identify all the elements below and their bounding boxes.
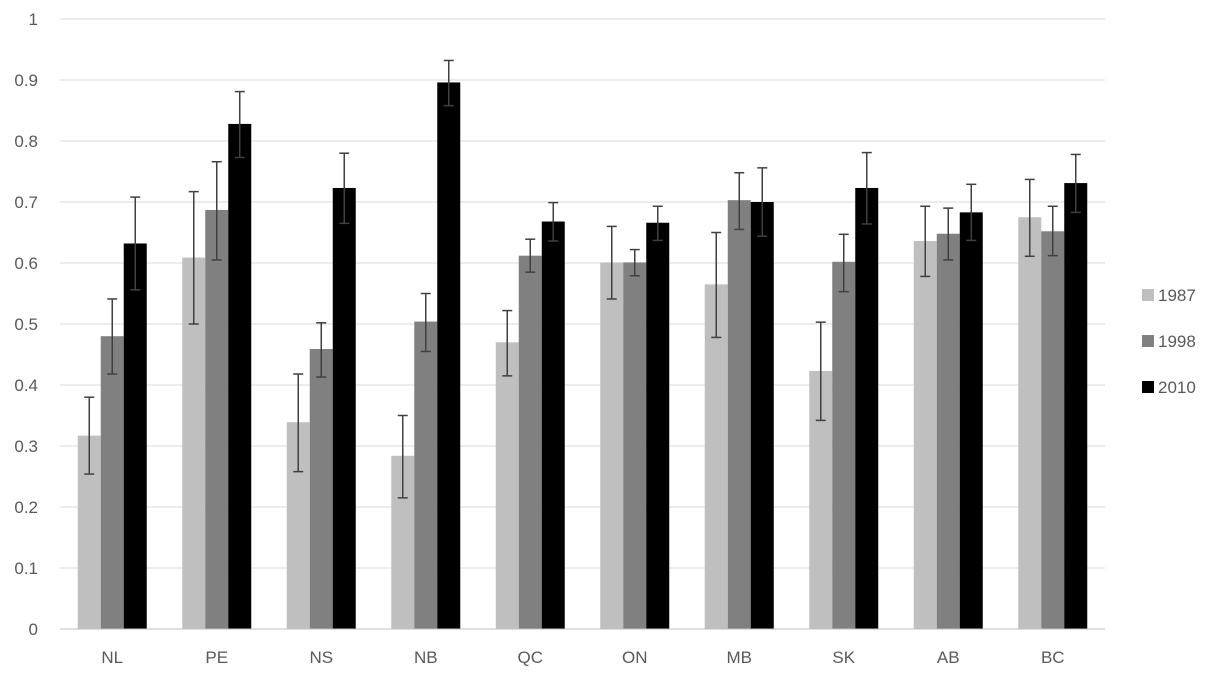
bar xyxy=(309,349,333,629)
bar xyxy=(646,222,670,630)
bar xyxy=(936,233,960,629)
error-bar xyxy=(107,298,118,375)
y-axis-tick-labels: 0 0.1 0.2 0.3 0.4 0.5 0.6 0.7 0.8 0.9 1 xyxy=(14,10,38,639)
x-tick-label: MB xyxy=(727,648,753,667)
bar xyxy=(1041,231,1065,629)
error-bar xyxy=(1070,153,1081,214)
bar xyxy=(437,82,461,629)
x-tick-label: AB xyxy=(937,648,960,667)
legend-item: 1987 xyxy=(1142,286,1196,305)
bar xyxy=(855,187,879,629)
error-bar xyxy=(966,183,977,242)
x-tick-label: NS xyxy=(309,648,333,667)
error-bar xyxy=(711,231,722,339)
legend-label: 1998 xyxy=(1158,332,1196,351)
bar xyxy=(100,336,124,629)
bar xyxy=(495,342,519,629)
bar xyxy=(518,255,542,629)
bar xyxy=(913,241,937,630)
bar xyxy=(286,422,310,629)
error-bar xyxy=(316,322,327,378)
bar xyxy=(750,202,774,629)
y-tick-label: 0.5 xyxy=(14,315,38,334)
error-bar xyxy=(293,373,304,473)
bar xyxy=(600,262,624,629)
bar xyxy=(205,209,229,629)
error-bar xyxy=(861,151,872,225)
bar xyxy=(809,370,833,629)
y-tick-label: 0.8 xyxy=(14,132,38,151)
legend-label: 2010 xyxy=(1158,378,1196,397)
error-bar xyxy=(339,152,350,225)
error-bar xyxy=(420,292,431,353)
error-bar xyxy=(443,59,454,107)
legend-item: 2010 xyxy=(1142,378,1196,397)
bar xyxy=(832,261,856,629)
legend: 1987 1998 2010 xyxy=(1142,286,1196,397)
error-bar xyxy=(734,171,745,231)
error-bar xyxy=(130,196,141,291)
error-bar xyxy=(525,238,536,273)
bar xyxy=(541,221,565,629)
error-bar xyxy=(606,225,617,300)
error-bar xyxy=(234,90,245,159)
error-bar xyxy=(188,190,199,325)
y-tick-label: 0.6 xyxy=(14,254,38,273)
x-axis-tick-labels: NL PE NS NB QC ON MB SK AB BC xyxy=(101,648,1064,667)
y-tick-label: 0.4 xyxy=(14,376,38,395)
error-bar xyxy=(211,160,222,261)
error-bar xyxy=(629,248,640,277)
bar xyxy=(623,262,647,629)
bar xyxy=(77,435,101,629)
x-tick-label: NB xyxy=(414,648,438,667)
bar xyxy=(704,284,728,629)
y-tick-label: 0.1 xyxy=(14,559,38,578)
bar xyxy=(1018,217,1042,629)
bar xyxy=(228,123,252,630)
bar xyxy=(1064,183,1088,629)
bar xyxy=(182,257,206,629)
x-tick-label: BC xyxy=(1041,648,1065,667)
error-bar xyxy=(815,321,826,422)
y-tick-label: 0 xyxy=(29,620,38,639)
y-tick-label: 0.9 xyxy=(14,71,38,90)
error-bar xyxy=(1047,205,1058,257)
y-tick-label: 1 xyxy=(29,10,38,29)
x-tick-label: ON xyxy=(622,648,648,667)
y-tick-label: 0.7 xyxy=(14,193,38,212)
error-bar xyxy=(397,414,408,499)
bar xyxy=(332,187,356,629)
error-bar xyxy=(757,167,768,237)
bar xyxy=(391,455,415,629)
y-tick-label: 0.3 xyxy=(14,437,38,456)
bar xyxy=(123,243,147,630)
error-bar xyxy=(548,201,559,242)
bar xyxy=(414,321,438,629)
legend-label: 1987 xyxy=(1158,286,1196,305)
x-tick-label: SK xyxy=(832,648,855,667)
y-tick-label: 0.2 xyxy=(14,498,38,517)
error-bar xyxy=(920,205,931,278)
bar xyxy=(959,212,983,629)
bar xyxy=(727,200,751,630)
legend-swatch xyxy=(1142,335,1154,347)
error-bar xyxy=(838,233,849,293)
bars xyxy=(77,82,1088,630)
error-bar xyxy=(84,396,95,475)
legend-item: 1998 xyxy=(1142,332,1196,351)
x-tick-label: NL xyxy=(101,648,123,667)
x-tick-label: QC xyxy=(518,648,544,667)
x-tick-label: PE xyxy=(205,648,228,667)
legend-swatch xyxy=(1142,289,1154,301)
error-bar xyxy=(943,207,954,261)
error-bar xyxy=(502,309,513,377)
error-bars xyxy=(84,59,1081,499)
legend-swatch xyxy=(1142,381,1154,393)
error-bar xyxy=(1024,178,1035,258)
error-bar xyxy=(652,205,663,242)
